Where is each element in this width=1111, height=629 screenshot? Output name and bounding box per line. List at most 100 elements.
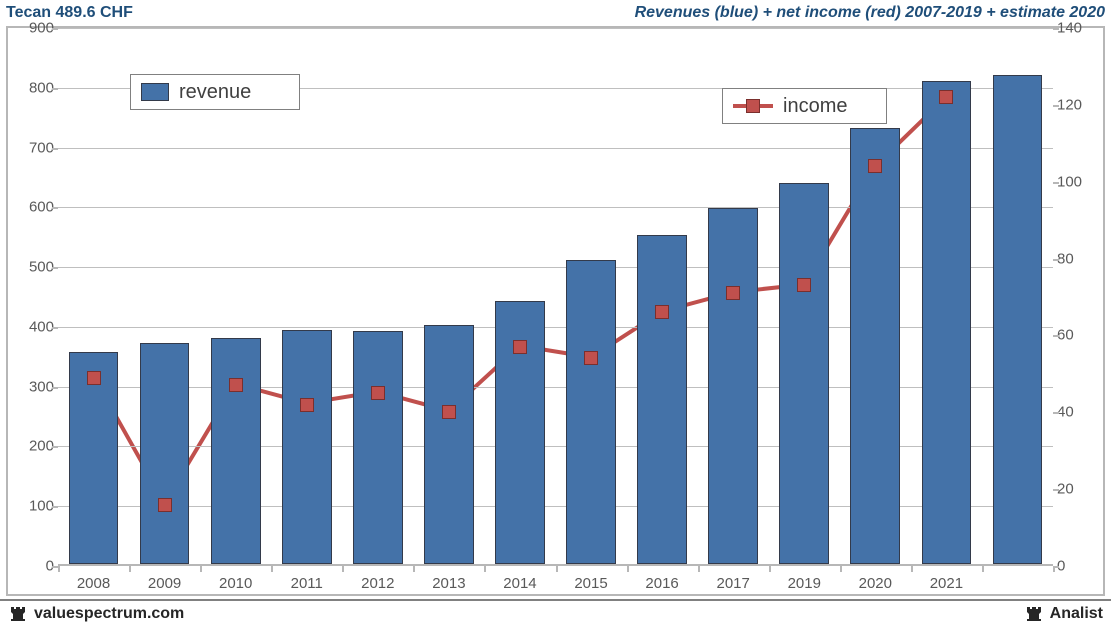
rook-icon: [8, 604, 28, 624]
income-marker: [87, 371, 101, 385]
y-right-tick: [1053, 489, 1059, 491]
y-left-tick: [52, 88, 58, 90]
revenue-bar: [993, 75, 1043, 564]
income-marker: [300, 398, 314, 412]
income-marker: [229, 378, 243, 392]
revenue-bar: [850, 128, 900, 564]
x-label: 2016: [645, 575, 678, 592]
y-left-label: 800: [8, 79, 54, 96]
y-left-tick: [52, 207, 58, 209]
revenue-bar: [282, 330, 332, 564]
gridline: [58, 327, 1053, 328]
legend-revenue: revenue: [130, 74, 300, 110]
x-tick: [982, 566, 984, 572]
gridline: [58, 28, 1053, 29]
gridline: [58, 267, 1053, 268]
x-tick: [556, 566, 558, 572]
income-marker: [513, 340, 527, 354]
y-right-tick: [1053, 335, 1059, 337]
legend-income: income: [722, 88, 887, 124]
revenue-swatch-icon: [141, 83, 169, 101]
x-label: 2011: [291, 575, 323, 592]
x-label: 2020: [859, 575, 892, 592]
x-tick: [840, 566, 842, 572]
footer: valuespectrum.com Analist: [0, 599, 1111, 627]
y-left-label: 200: [8, 438, 54, 455]
y-left-label: 500: [8, 259, 54, 276]
x-tick: [271, 566, 273, 572]
x-label: 2017: [716, 575, 749, 592]
y-left-tick: [52, 28, 58, 30]
revenue-bar: [637, 235, 687, 564]
chart-header: Tecan 489.6 CHF Revenues (blue) + net in…: [0, 0, 1111, 26]
rook-icon: [1024, 604, 1044, 624]
revenue-bar: [424, 325, 474, 564]
x-label: 2013: [432, 575, 465, 592]
revenue-bar: [140, 343, 190, 564]
x-tick: [200, 566, 202, 572]
x-label: 2019: [788, 575, 821, 592]
x-tick: [627, 566, 629, 572]
x-tick: [484, 566, 486, 572]
x-tick: [58, 566, 60, 572]
y-left-label: 900: [8, 20, 54, 37]
y-right-label: 80: [1057, 250, 1103, 267]
income-marker: [158, 498, 172, 512]
gridline: [58, 446, 1053, 447]
y-left-tick: [52, 327, 58, 329]
gridline: [58, 148, 1053, 149]
income-marker: [584, 351, 598, 365]
income-marker: [371, 386, 385, 400]
x-tick: [129, 566, 131, 572]
income-swatch-icon: [733, 104, 773, 108]
y-left-label: 100: [8, 498, 54, 515]
y-right-label: 0: [1057, 558, 1103, 575]
chart-frame: revenue income 0100200300400500600700800…: [6, 26, 1105, 596]
y-right-label: 100: [1057, 173, 1103, 190]
footer-left: valuespectrum.com: [8, 604, 184, 624]
y-left-label: 700: [8, 139, 54, 156]
y-left-tick: [52, 387, 58, 389]
y-right-label: 40: [1057, 404, 1103, 421]
title-right: Revenues (blue) + net income (red) 2007-…: [635, 4, 1105, 22]
footer-left-label: valuespectrum.com: [34, 605, 184, 623]
footer-right: Analist: [1024, 604, 1103, 624]
y-left-label: 400: [8, 318, 54, 335]
x-tick: [1053, 566, 1055, 572]
x-label: 2021: [930, 575, 963, 592]
x-tick: [769, 566, 771, 572]
legend-revenue-label: revenue: [179, 81, 251, 104]
x-tick: [911, 566, 913, 572]
x-tick: [698, 566, 700, 572]
income-marker: [868, 159, 882, 173]
x-label: 2010: [219, 575, 252, 592]
y-right-tick: [1053, 28, 1059, 30]
income-marker: [442, 405, 456, 419]
gridline: [58, 207, 1053, 208]
revenue-bar: [566, 260, 616, 564]
x-label: 2014: [503, 575, 536, 592]
income-marker: [939, 90, 953, 104]
gridline: [58, 506, 1053, 507]
revenue-bar: [779, 183, 829, 564]
y-left-tick: [52, 506, 58, 508]
revenue-bar: [708, 208, 758, 564]
y-left-tick: [52, 148, 58, 150]
income-marker: [726, 286, 740, 300]
y-right-label: 60: [1057, 327, 1103, 344]
y-right-tick: [1053, 259, 1059, 261]
y-right-tick: [1053, 182, 1059, 184]
x-label: 2012: [361, 575, 394, 592]
revenue-bar: [353, 331, 403, 564]
y-left-tick: [52, 267, 58, 269]
chart-container: Tecan 489.6 CHF Revenues (blue) + net in…: [0, 0, 1111, 627]
gridline: [58, 387, 1053, 388]
revenue-bar: [211, 338, 261, 564]
income-marker: [655, 305, 669, 319]
y-left-tick: [52, 446, 58, 448]
revenue-bar: [922, 81, 972, 564]
income-marker: [797, 278, 811, 292]
x-label: 2008: [77, 575, 110, 592]
x-label: 2015: [574, 575, 607, 592]
y-right-tick: [1053, 412, 1059, 414]
